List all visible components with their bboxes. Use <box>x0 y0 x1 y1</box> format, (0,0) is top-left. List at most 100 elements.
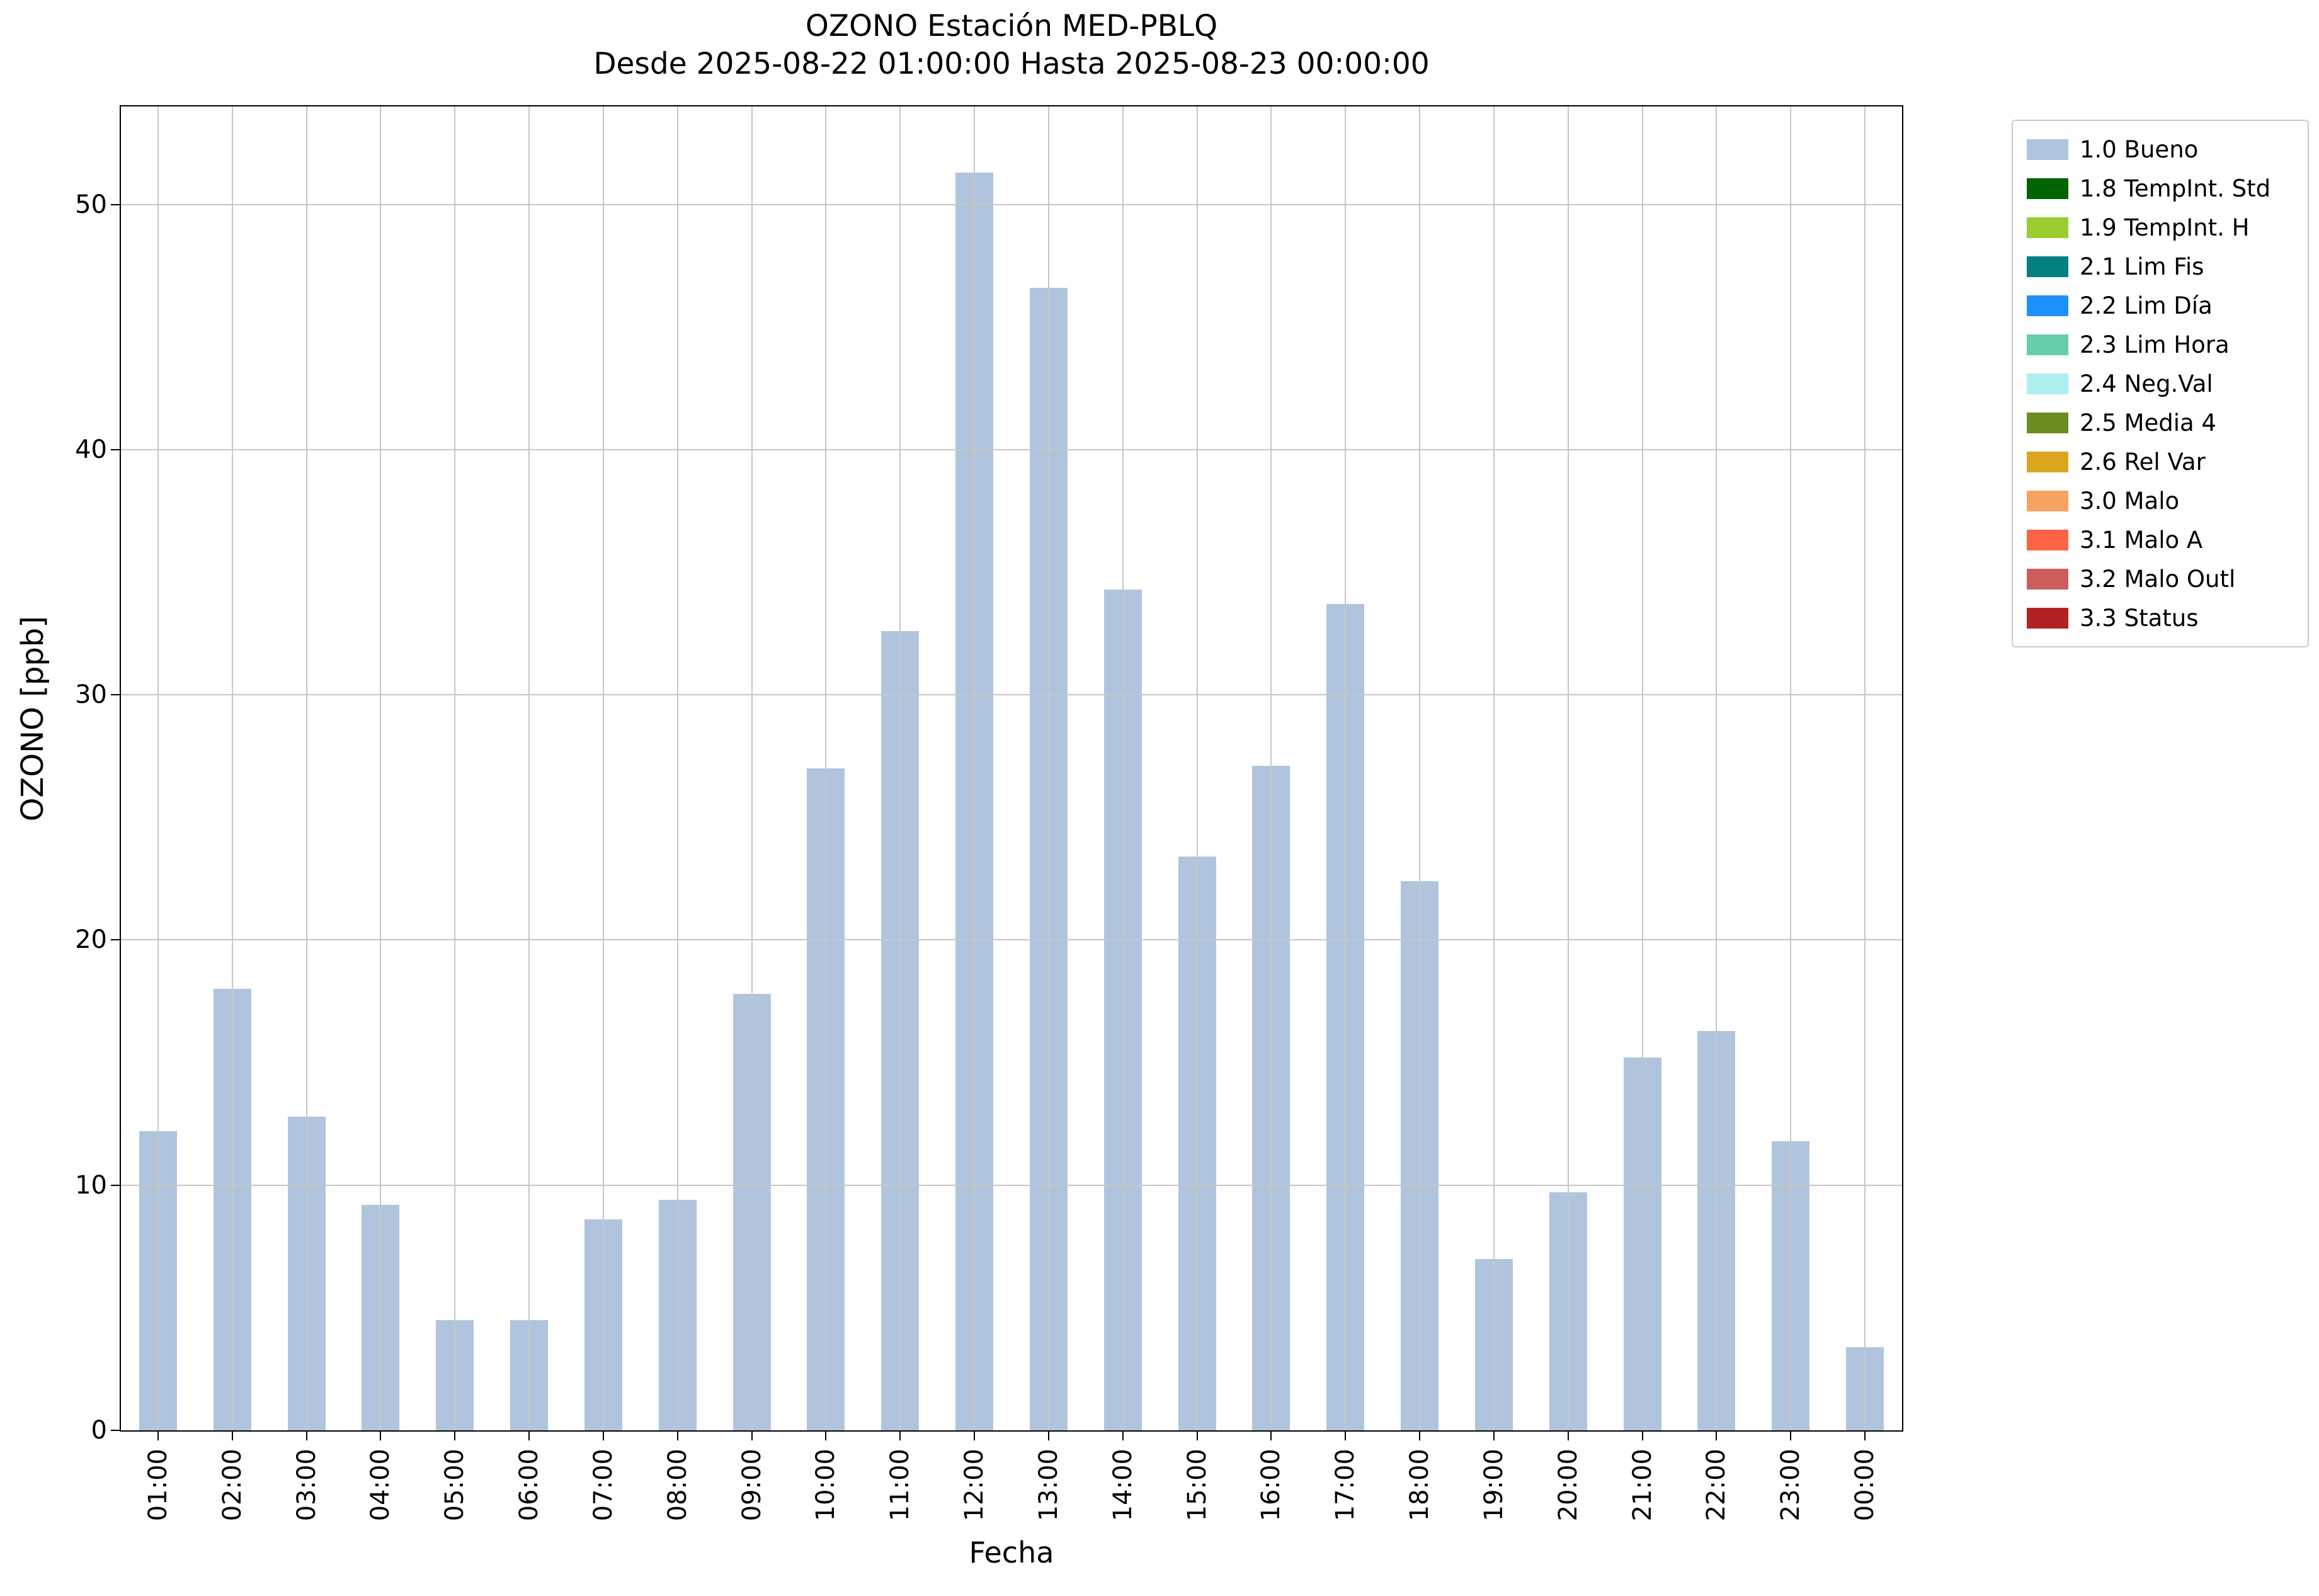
x-tick-mark <box>1270 1432 1272 1440</box>
vertical-gridline <box>1419 106 1421 1430</box>
vertical-gridline <box>1047 106 1049 1430</box>
horizontal-gridline <box>121 1184 1902 1186</box>
x-tick-mark <box>899 1432 901 1440</box>
legend-item: 2.6 Rel Var <box>2027 442 2294 481</box>
legend-swatch <box>2027 607 2068 629</box>
x-tick-mark <box>231 1432 233 1440</box>
y-tick-mark <box>111 694 120 696</box>
x-tick-mark <box>1716 1432 1718 1440</box>
legend-label: 2.2 Lim Día <box>2080 292 2213 319</box>
legend-label: 1.9 TempInt. H <box>2080 214 2250 241</box>
x-tick-mark <box>1641 1432 1643 1440</box>
x-tick-label: 15:00 <box>1182 1449 1212 1522</box>
x-tick-label: 17:00 <box>1331 1449 1360 1522</box>
x-tick-label: 03:00 <box>292 1449 321 1522</box>
x-tick-label: 20:00 <box>1553 1449 1583 1522</box>
x-tick-mark <box>454 1432 456 1440</box>
vertical-gridline <box>751 106 753 1430</box>
legend-label: 1.8 TempInt. Std <box>2080 174 2271 202</box>
vertical-gridline <box>1345 106 1347 1430</box>
legend-item: 2.1 Lim Fis <box>2027 247 2294 286</box>
x-tick-mark <box>1345 1432 1347 1440</box>
x-tick-mark <box>602 1432 604 1440</box>
legend-item: 3.2 Malo Outl <box>2027 559 2294 598</box>
legend-swatch <box>2027 373 2068 394</box>
y-tick-mark <box>111 203 120 205</box>
vertical-gridline <box>1567 106 1569 1430</box>
x-tick-mark <box>974 1432 976 1440</box>
x-tick-mark <box>751 1432 753 1440</box>
legend-item: 3.1 Malo A <box>2027 520 2294 559</box>
x-tick-mark <box>825 1432 827 1440</box>
y-tick-label: 20 <box>75 925 107 955</box>
x-tick-label: 01:00 <box>143 1449 173 1522</box>
legend-item: 2.3 Lim Hora <box>2027 325 2294 364</box>
y-tick-mark <box>111 448 120 450</box>
vertical-gridline <box>231 106 233 1430</box>
x-tick-mark <box>1196 1432 1198 1440</box>
vertical-gridline <box>454 106 456 1430</box>
chart-title: OZONO Estación MED-PBLQ Desde 2025-08-22… <box>120 8 1903 83</box>
legend: 1.0 Bueno 1.8 TempInt. Std 1.9 TempInt. H 2… <box>2012 120 2309 647</box>
legend-swatch <box>2027 295 2068 316</box>
vertical-gridline <box>1196 106 1198 1430</box>
y-tick-label: 0 <box>91 1416 107 1445</box>
x-tick-label: 08:00 <box>663 1449 692 1522</box>
x-tick-mark <box>305 1432 307 1440</box>
legend-label: 3.3 Status <box>2080 604 2199 632</box>
legend-swatch <box>2027 451 2068 472</box>
vertical-gridline <box>1122 106 1124 1430</box>
x-tick-label: 22:00 <box>1702 1449 1731 1522</box>
chart-title-line1: OZONO Estación MED-PBLQ <box>805 9 1218 43</box>
vertical-gridline <box>899 106 901 1430</box>
horizontal-gridline <box>121 203 1902 205</box>
legend-label: 2.6 Rel Var <box>2080 448 2206 476</box>
vertical-gridline <box>1716 106 1718 1430</box>
x-tick-mark <box>1864 1432 1866 1440</box>
y-axis-label: OZONO [ppb] <box>15 616 50 822</box>
vertical-gridline <box>1493 106 1495 1430</box>
x-tick-label: 07:00 <box>588 1449 618 1522</box>
vertical-gridline <box>305 106 307 1430</box>
y-tick-label: 10 <box>75 1170 107 1200</box>
legend-label: 3.1 Malo A <box>2080 526 2203 554</box>
vertical-gridline <box>1270 106 1272 1430</box>
vertical-gridline <box>157 106 159 1430</box>
x-tick-label: 06:00 <box>515 1449 544 1522</box>
legend-swatch <box>2027 139 2068 160</box>
vertical-gridline <box>1790 106 1792 1430</box>
y-tick-label: 30 <box>75 680 107 710</box>
x-tick-label: 23:00 <box>1776 1449 1806 1522</box>
horizontal-gridline <box>121 448 1902 450</box>
legend-item: 3.0 Malo <box>2027 481 2294 520</box>
vertical-gridline <box>1864 106 1866 1430</box>
x-tick-mark <box>1047 1432 1049 1440</box>
x-tick-mark <box>380 1432 382 1440</box>
x-tick-label: 19:00 <box>1479 1449 1508 1522</box>
legend-label: 2.1 Lim Fis <box>2080 253 2204 280</box>
legend-item: 1.8 TempInt. Std <box>2027 169 2294 208</box>
horizontal-gridline <box>121 694 1902 696</box>
legend-label: 3.2 Malo Outl <box>2080 565 2236 593</box>
x-tick-mark <box>1790 1432 1792 1440</box>
y-tick-mark <box>111 939 120 941</box>
x-axis-label: Fecha <box>969 1536 1054 1570</box>
legend-swatch <box>2027 256 2068 277</box>
x-tick-label: 00:00 <box>1850 1449 1880 1522</box>
x-tick-label: 09:00 <box>737 1449 766 1522</box>
legend-swatch <box>2027 529 2068 550</box>
legend-label: 2.3 Lim Hora <box>2080 331 2230 358</box>
x-tick-mark <box>528 1432 530 1440</box>
legend-swatch <box>2027 568 2068 590</box>
x-tick-mark <box>157 1432 159 1440</box>
x-tick-label: 21:00 <box>1627 1449 1657 1522</box>
legend-label: 2.4 Neg.Val <box>2080 370 2213 397</box>
legend-item: 2.5 Media 4 <box>2027 403 2294 442</box>
vertical-gridline <box>602 106 604 1430</box>
legend-swatch <box>2027 412 2068 433</box>
legend-item: 1.0 Bueno <box>2027 130 2294 169</box>
vertical-gridline <box>380 106 382 1430</box>
x-tick-label: 13:00 <box>1034 1449 1063 1522</box>
x-tick-label: 16:00 <box>1256 1449 1286 1522</box>
